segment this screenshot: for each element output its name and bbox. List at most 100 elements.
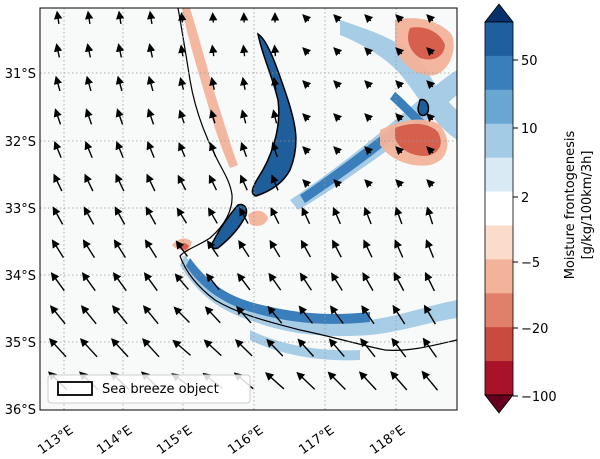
wind-vector [394, 206, 403, 225]
legend: Sea breeze object [47, 374, 251, 404]
wind-vector [110, 338, 129, 358]
wind-vector [81, 272, 96, 292]
wind-vector [209, 141, 217, 157]
wind-vector [390, 370, 408, 391]
wind-vector [178, 44, 187, 57]
wind-vector [302, 113, 312, 123]
wind-vector [115, 75, 125, 92]
wind-vector [115, 173, 125, 192]
colorbar: 50 10 2 −5 −20 −100 [484, 3, 557, 414]
colorbar-segment [485, 89, 513, 125]
colorbar-segment [485, 55, 513, 91]
wind-vector [426, 80, 436, 90]
colorbar-segment [485, 293, 513, 328]
wind-vector [363, 206, 372, 225]
colorbar-tick-label: 50 [521, 54, 538, 69]
wind-vector [333, 113, 343, 123]
wind-vector [426, 14, 436, 24]
colorbar-title-line2: [g/kg/100km/3h] [580, 151, 595, 260]
lat-label: 36°S [5, 403, 36, 418]
wind-vector [362, 272, 374, 291]
wind-vector [178, 109, 187, 124]
wind-vector [358, 371, 377, 391]
lat-label: 34°S [5, 269, 36, 284]
wind-vector [296, 371, 316, 390]
wind-vector [240, 76, 249, 90]
legend-swatch [57, 381, 93, 396]
wind-vector [52, 206, 64, 225]
wind-vector [115, 10, 125, 25]
colorbar-segment [485, 361, 513, 396]
wind-vector [333, 146, 343, 156]
wind-vector [331, 272, 343, 291]
wind-vector [364, 146, 374, 156]
wind-vector [364, 14, 374, 24]
wind-vector [395, 80, 405, 90]
wind-vector [53, 140, 62, 159]
wind-vector [267, 305, 283, 324]
wind-vector [80, 305, 97, 325]
wind-vector [84, 173, 94, 192]
wind-vector [299, 272, 313, 291]
colorbar-tick-label: −100 [521, 390, 557, 405]
wind-vector [53, 10, 63, 25]
lat-label: 33°S [5, 202, 36, 217]
wind-vector [364, 80, 374, 90]
wind-vector [84, 140, 93, 159]
lon-label: 116°E [225, 423, 266, 458]
wind-vector [209, 76, 218, 90]
wind-vector [364, 113, 374, 123]
wind-vector [203, 339, 222, 357]
colorbar-tick-label: −20 [521, 322, 548, 337]
wind-vector [424, 271, 436, 292]
wind-vector [302, 80, 312, 90]
wind-vector [208, 207, 218, 224]
wind-vector [269, 239, 281, 258]
wind-vector [144, 239, 158, 258]
wind-vector [265, 372, 285, 390]
wind-vector [174, 273, 189, 290]
map-layers: Sea breeze object [40, 8, 457, 410]
wind-vector [333, 14, 343, 24]
wind-vector [393, 272, 405, 292]
map-frame [39, 7, 458, 411]
wind-vector [208, 12, 218, 23]
wind-vector [53, 43, 63, 58]
coastline [177, 8, 457, 351]
wind-vector [113, 239, 127, 258]
wind-vector [115, 108, 124, 125]
latitude-labels: 31°S 32°S 33°S 34°S 35°S 36°S [5, 67, 36, 418]
wind-vector [111, 305, 128, 325]
wind-vector [239, 207, 249, 224]
wind-vector [426, 179, 436, 189]
lat-label: 32°S [5, 135, 36, 150]
longitude-labels: 113°E 114°E 115°E 116°E 117°E 118°E [35, 423, 408, 458]
colorbar-title: Moisture frontogenesis [g/kg/100km/3h] [563, 130, 595, 279]
lon-label: 117°E [296, 423, 337, 458]
wind-vector [327, 371, 346, 390]
wind-vector [426, 146, 436, 156]
wind-vector [208, 174, 218, 191]
wind-vector [239, 141, 248, 158]
wind-vector [426, 47, 436, 57]
wind-vector [392, 304, 406, 325]
legend-label: Sea breeze object [102, 382, 219, 397]
wind-vector [146, 43, 156, 58]
wind-vector [141, 338, 160, 358]
lon-label: 115°E [154, 423, 195, 458]
lon-label: 114°E [94, 423, 135, 458]
wind-vector [175, 240, 189, 257]
wind-vector [266, 338, 284, 357]
wind-vector [363, 239, 373, 258]
wind-vector [51, 239, 65, 258]
colorbar-segment [485, 225, 513, 260]
wind-vector [361, 305, 375, 325]
wind-vector [206, 240, 219, 258]
wind-vector [146, 173, 156, 192]
lon-label: 113°E [35, 423, 76, 458]
wind-vector [391, 337, 407, 358]
wind-vector [395, 47, 405, 57]
wind-vector [421, 370, 439, 391]
colorbar-tick-label: 10 [521, 122, 538, 137]
